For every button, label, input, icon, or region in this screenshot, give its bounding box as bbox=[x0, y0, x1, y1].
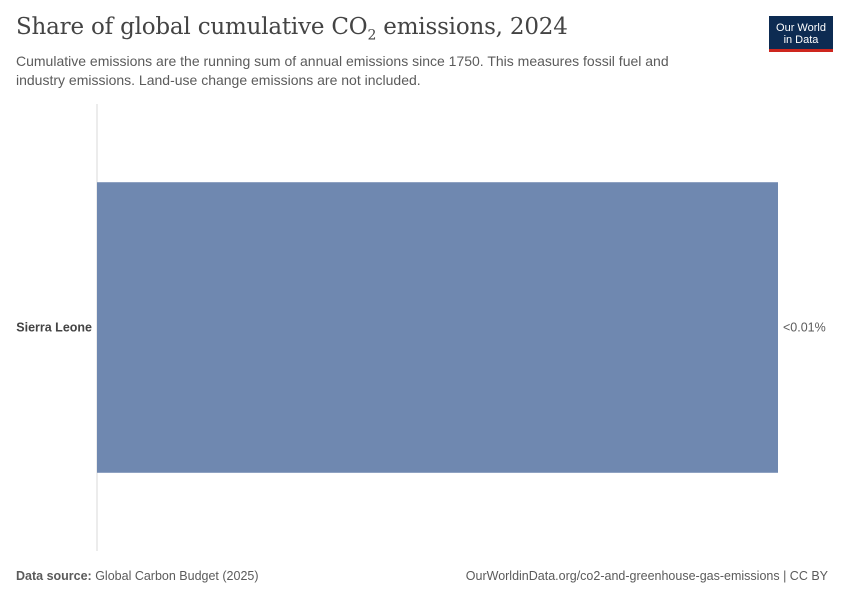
source-value[interactable]: Global Carbon Budget (2025) bbox=[91, 569, 259, 583]
source-url[interactable]: OurWorldinData.org/co2-and-greenhouse-ga… bbox=[465, 569, 828, 583]
category-label: Sierra Leone bbox=[16, 321, 92, 335]
logo-line-1: Our World bbox=[776, 21, 826, 34]
chart-title: Share of global cumulative CO2 emissions… bbox=[16, 14, 568, 44]
chart-subtitle: Cumulative emissions are the running sum… bbox=[16, 53, 669, 88]
source-label: Data source: bbox=[16, 569, 92, 583]
logo-line-2: in Data bbox=[783, 33, 819, 46]
owid-logo[interactable]: Our World in Data bbox=[769, 16, 833, 52]
value-label: <0.01% bbox=[783, 321, 826, 335]
bar[interactable] bbox=[97, 182, 778, 473]
data-source: Data source: Global Carbon Budget (2025) bbox=[16, 569, 259, 583]
